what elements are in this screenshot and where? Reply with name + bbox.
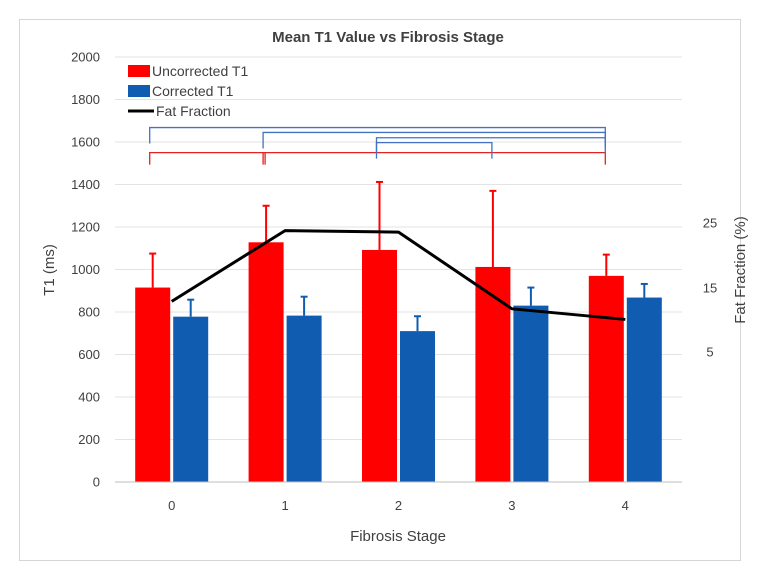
fat-fraction-polyline bbox=[170, 229, 626, 321]
legend-label: Uncorrected T1 bbox=[152, 63, 248, 79]
uncorrected-t1-bar-4 bbox=[588, 275, 624, 482]
x-axis-label: Fibrosis Stage bbox=[350, 528, 446, 545]
uncorrected-t1-bar-0 bbox=[135, 287, 171, 482]
legend-swatch bbox=[128, 65, 150, 77]
significance-bracket-0-1 bbox=[149, 151, 266, 165]
legend-label: Fat Fraction bbox=[156, 103, 231, 119]
y-tick-label: 0 bbox=[93, 475, 100, 490]
y-tick-label: 800 bbox=[78, 305, 100, 320]
x-tick-label: 3 bbox=[508, 498, 515, 513]
y2-tick-label: 15 bbox=[703, 281, 717, 296]
y2-tick-label: 5 bbox=[706, 345, 713, 360]
corrected-t1-bar-1 bbox=[286, 315, 322, 482]
y-tick-label: 2000 bbox=[71, 50, 100, 65]
y2-axis-ticks: 5 15 25 bbox=[703, 216, 717, 360]
uncorrected-t1-bar-1 bbox=[248, 242, 284, 482]
x-tick-label: 1 bbox=[281, 498, 288, 513]
y2-axis-label: Fat Fraction (%) bbox=[732, 216, 749, 324]
y-axis-label: T1 (ms) bbox=[41, 244, 58, 296]
x-axis-ticks: 0 1 2 3 4 bbox=[168, 498, 629, 513]
y-axis-ticks: 0 200 400 600 800 1000 1200 1400 1600 1800 2000 bbox=[71, 50, 100, 490]
x-tick-label: 2 bbox=[395, 498, 402, 513]
y-tick-label: 1400 bbox=[71, 177, 100, 192]
y-tick-label: 200 bbox=[78, 432, 100, 447]
y-tick-label: 1200 bbox=[71, 220, 100, 235]
y-tick-label: 400 bbox=[78, 390, 100, 405]
y-tick-label: 1800 bbox=[71, 92, 100, 107]
corrected-t1-bar-4 bbox=[626, 297, 662, 482]
uncorrected-t1-bar-3 bbox=[475, 266, 511, 482]
y-tick-label: 600 bbox=[78, 347, 100, 362]
y-tick-label: 1000 bbox=[71, 262, 100, 277]
y-tick-label: 1600 bbox=[71, 135, 100, 150]
x-tick-label: 0 bbox=[168, 498, 175, 513]
y2-tick-label: 25 bbox=[703, 216, 717, 231]
error-bars bbox=[149, 180, 648, 332]
chart-title: Mean T1 Value vs Fibrosis Stage bbox=[272, 29, 504, 46]
significance-bracket-2-3 bbox=[375, 141, 493, 159]
significance-bracket-0-4 bbox=[149, 126, 606, 144]
gridlines bbox=[115, 56, 682, 440]
legend-label: Corrected T1 bbox=[152, 83, 234, 99]
fat-fraction-line bbox=[170, 229, 626, 321]
legend-swatch bbox=[128, 85, 150, 97]
significance-bracket-1-4 bbox=[262, 151, 606, 165]
significance-bracket-2-4 bbox=[375, 137, 606, 154]
x-tick-label: 4 bbox=[622, 498, 629, 513]
legend: Uncorrected T1 Corrected T1 Fat Fraction bbox=[128, 63, 248, 119]
bars bbox=[135, 242, 662, 482]
significance-brackets bbox=[149, 126, 606, 165]
uncorrected-t1-bar-2 bbox=[362, 249, 397, 482]
corrected-t1-bar-3 bbox=[513, 305, 549, 482]
significance-bracket-1-4 bbox=[262, 131, 606, 149]
corrected-t1-bar-2 bbox=[400, 331, 435, 482]
corrected-t1-bar-0 bbox=[173, 316, 209, 482]
